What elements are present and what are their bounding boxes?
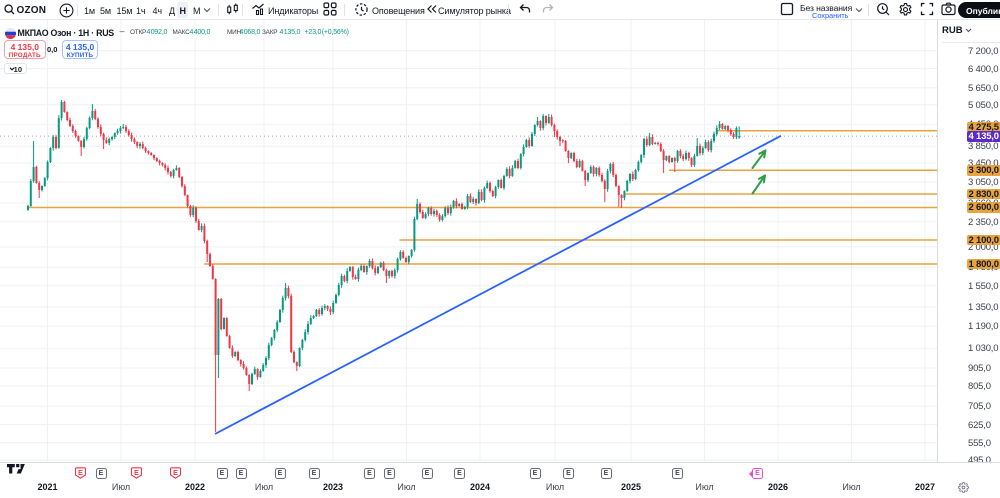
svg-text:E: E — [173, 470, 178, 477]
svg-text:E: E — [78, 470, 83, 477]
svg-text:E: E — [134, 470, 139, 477]
